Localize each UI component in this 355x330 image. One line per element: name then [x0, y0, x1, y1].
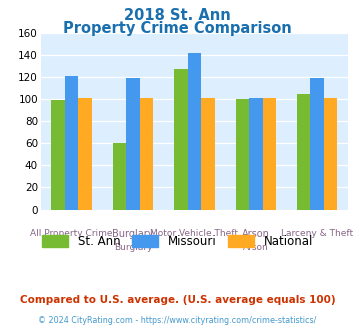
Bar: [263, 98, 276, 210]
Text: © 2024 CityRating.com - https://www.cityrating.com/crime-statistics/: © 2024 CityRating.com - https://www.city…: [38, 316, 317, 325]
Bar: [126, 78, 140, 210]
Bar: [113, 143, 126, 210]
Legend: St. Ann, Missouri, National: St. Ann, Missouri, National: [38, 231, 317, 253]
Text: Compared to U.S. average. (U.S. average equals 100): Compared to U.S. average. (U.S. average …: [20, 295, 335, 305]
Bar: [235, 99, 249, 210]
Bar: [201, 98, 215, 210]
Text: Arson: Arson: [242, 229, 270, 239]
Text: All Property Crime: All Property Crime: [30, 229, 113, 238]
Text: Property Crime Comparison: Property Crime Comparison: [63, 21, 292, 36]
Bar: [51, 100, 65, 210]
Text: Larceny & Theft: Larceny & Theft: [281, 229, 353, 238]
Bar: [187, 53, 201, 210]
Bar: [78, 98, 92, 210]
Text: 2018 St. Ann: 2018 St. Ann: [124, 8, 231, 23]
Bar: [249, 98, 263, 210]
Text: Arson: Arson: [243, 243, 269, 252]
Bar: [310, 78, 324, 210]
Text: Burglary: Burglary: [112, 229, 154, 239]
Bar: [297, 94, 310, 210]
Bar: [65, 76, 78, 210]
Bar: [140, 98, 153, 210]
Bar: [174, 69, 187, 210]
Text: Burglary: Burglary: [114, 243, 152, 252]
Text: Motor Vehicle Theft: Motor Vehicle Theft: [151, 229, 238, 238]
Bar: [324, 98, 338, 210]
